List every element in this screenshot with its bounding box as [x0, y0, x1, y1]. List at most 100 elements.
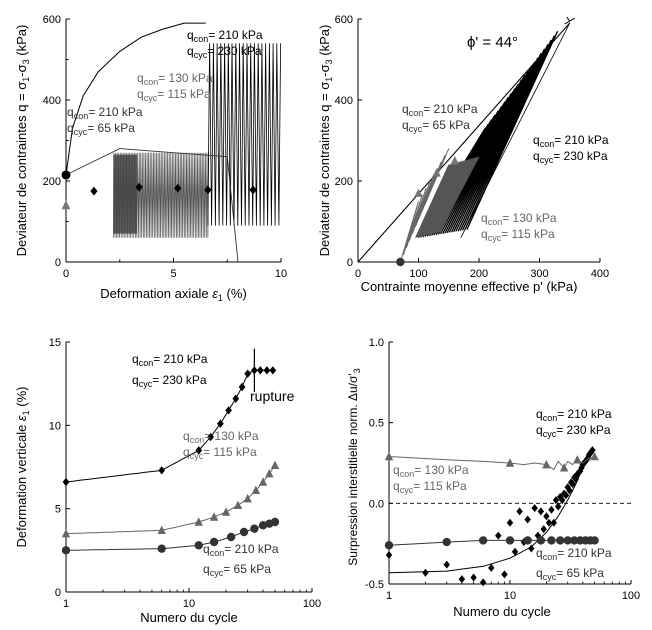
series-230-marker [578, 463, 585, 472]
series-65-marker [209, 537, 219, 547]
y-tick-label: -0.5 [365, 579, 384, 591]
annot-qcon-210-a: qcon= 210 kPa [187, 28, 263, 44]
series-115-marker [157, 525, 166, 535]
series-230-marker [385, 550, 393, 559]
series-230-marker [524, 515, 531, 524]
y-axis-label: Deviateur de contraintes q = σ1-σ3 (kPa) [14, 25, 31, 257]
failure-star [564, 16, 576, 25]
y-tick-label: 0 [347, 257, 353, 269]
marker-triangle [61, 200, 71, 210]
y-tick-label: 600 [335, 14, 353, 26]
series-65-marker [157, 544, 166, 553]
series-115-marker [209, 512, 219, 521]
series-230-marker [244, 369, 252, 378]
annot-qcon-210-b: qcon= 210 kPa [203, 542, 279, 558]
y-tick-label: 200 [335, 176, 353, 188]
path-cyclic-115 [415, 156, 480, 238]
series-230-marker [554, 502, 562, 511]
series-230-line [65, 369, 273, 483]
annot-qcon-130-a: qcon= 130 kPa [183, 429, 259, 445]
series-65-marker [523, 536, 532, 545]
marker-triangle [450, 156, 459, 165]
series-230-marker [511, 547, 519, 556]
series-230-marker [569, 479, 576, 488]
annot-qcyc-65-a: qcyc= 65 kPa [203, 562, 271, 578]
y-tick-label: 200 [43, 176, 61, 188]
x-tick-label: 100 [622, 590, 640, 602]
series-230-marker [552, 496, 560, 505]
series-115-marker [61, 528, 71, 538]
x-tick-label: 10 [275, 268, 287, 280]
annot-qcyc-115-a: qcyc= 115 kPa [137, 87, 211, 103]
series-115-marker [221, 507, 231, 516]
annot-qcyc-65-a: qcyc= 65 kPa [536, 566, 604, 582]
annot-qcon-210-b: qcon= 210 kPa [536, 546, 612, 562]
series-230-marker [263, 366, 271, 375]
series-65-marker [226, 532, 236, 542]
y-tick-label: 0.0 [369, 498, 384, 510]
series-230-marker [256, 366, 264, 375]
series-230-marker [516, 507, 523, 516]
series-65-marker [563, 536, 572, 545]
series-65-marker [239, 527, 249, 537]
x-axis-label: Contrainte moyenne effective p' (kPa) [361, 279, 578, 294]
series-230-marker [531, 504, 538, 513]
series-230-marker [443, 560, 450, 569]
x-tick-label: 1 [386, 590, 392, 602]
marker-diamond [135, 182, 143, 192]
series-115-marker [590, 451, 599, 461]
y-tick-label: 15 [49, 337, 61, 349]
x-tick-label: 10 [504, 590, 516, 602]
x-tick-label: 400 [591, 268, 609, 280]
series-230-marker [548, 505, 555, 514]
series-65-marker [556, 536, 565, 545]
series-115-marker [251, 485, 261, 495]
series-230-marker [558, 496, 566, 505]
series-230-marker [589, 446, 596, 455]
marker-triangle [414, 188, 423, 197]
series-230-marker [158, 466, 166, 475]
series-230-marker [506, 518, 514, 527]
x-tick-label: 1 [63, 598, 69, 610]
x-tick-label: 100 [303, 598, 321, 610]
series-65-marker [258, 521, 268, 530]
annot-qcon-210-a: qcon= 210 kPa [533, 133, 609, 149]
series-230-marker [269, 366, 277, 375]
marker-diamond [204, 185, 212, 195]
annot-qcyc-65-a: qcyc= 65 kPa [67, 121, 135, 137]
panel-stress-path: 0 100 200 300 400 0 200 400 600 ϕ' = 44° qcon= 210… [317, 14, 609, 294]
series-230-marker [545, 518, 553, 527]
series-65-marker [250, 524, 259, 533]
series-115-marker [542, 459, 551, 469]
series-230-marker [232, 394, 240, 403]
series-65-marker [590, 536, 599, 545]
x-tick-label: 300 [530, 268, 548, 280]
y-tick-label: 0 [55, 587, 61, 599]
x-tick-label: 10 [183, 598, 195, 610]
series-65-marker [478, 536, 488, 545]
path-cyclic-65 [399, 148, 450, 263]
series-65-marker [384, 541, 394, 550]
annot-qcyc-230-a: qcyc= 230 kPa [533, 149, 608, 165]
series-230-marker [458, 575, 466, 584]
y-tick-label: 5 [55, 504, 61, 516]
annot-qcon-130-a: qcon= 130 kPa [393, 463, 469, 479]
y-tick-label: 400 [335, 95, 353, 107]
curve-cyclic-65 [65, 148, 239, 263]
series-230-marker [572, 475, 580, 484]
series-230-marker [238, 382, 246, 392]
annot-qcyc-115-a: qcyc= 115 kPa [481, 227, 555, 243]
panel-strain-cycles: 1 10 100 0 5 10 15 rupture qcon= 210 kPa qcyc= 23… [14, 337, 321, 625]
phi-label: ϕ' = 44° [467, 34, 518, 51]
series-230-marker [501, 570, 508, 579]
series-230-marker [550, 518, 557, 527]
annot-qcyc-230-a: qcyc= 230 kPa [187, 44, 262, 60]
series-230-marker [225, 406, 232, 415]
series-230-marker [528, 544, 535, 553]
cyclic-115-dense-band [113, 154, 137, 234]
series-115-marker [384, 451, 394, 461]
curve-monotonic [65, 22, 206, 175]
series-230-marker [470, 573, 477, 582]
series-115-line [65, 465, 276, 535]
